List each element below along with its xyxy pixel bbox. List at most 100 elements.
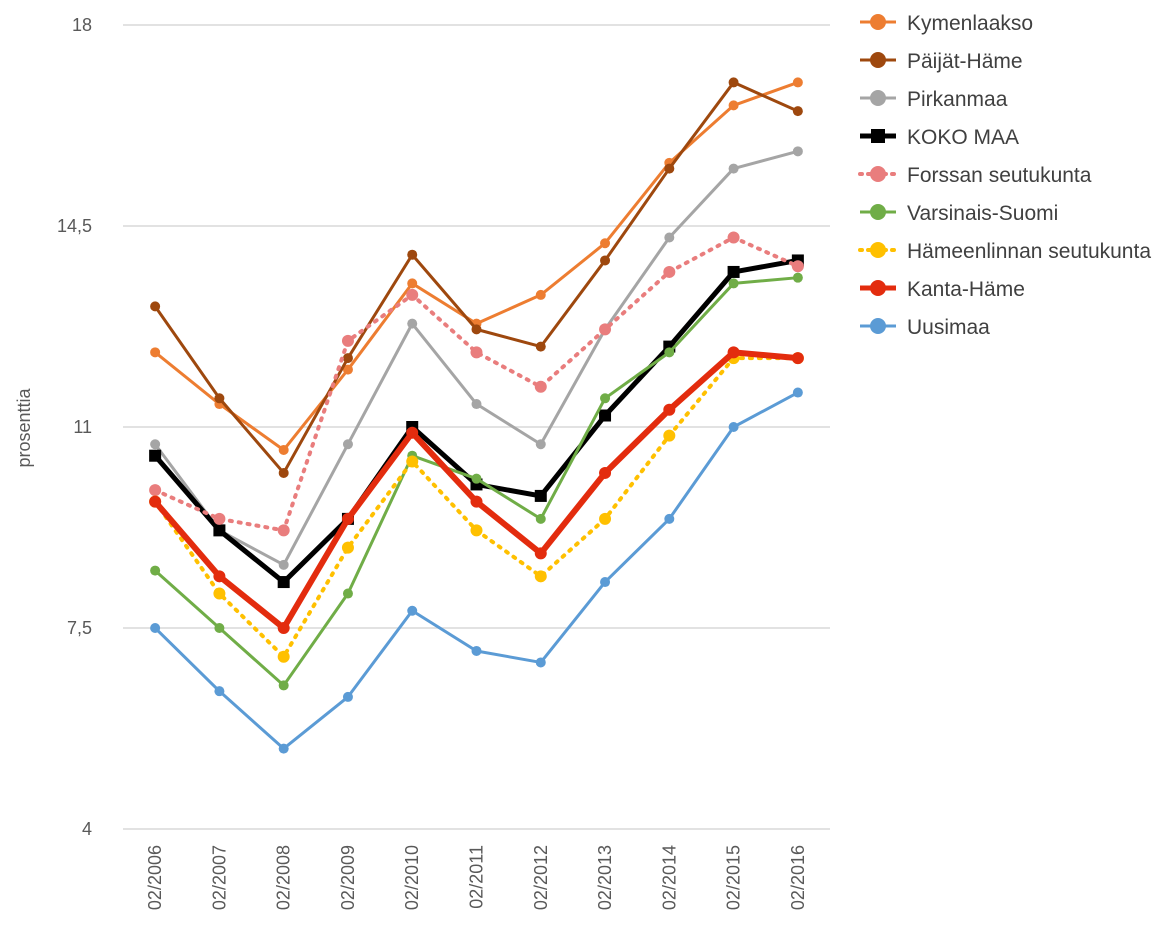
data-point bbox=[150, 623, 160, 633]
data-point bbox=[600, 238, 610, 248]
legend-entry: Kymenlaakso bbox=[860, 12, 1033, 35]
data-point bbox=[343, 692, 353, 702]
x-tick-label: 02/2011 bbox=[467, 845, 487, 909]
x-tick-label: 02/2010 bbox=[402, 845, 422, 910]
legend-label: KOKO MAA bbox=[907, 126, 1019, 149]
data-point bbox=[471, 524, 483, 536]
data-point bbox=[536, 439, 546, 449]
legend-label: Päijät-Häme bbox=[907, 50, 1023, 73]
x-tick-label: 02/2016 bbox=[788, 845, 808, 910]
data-point bbox=[599, 467, 611, 479]
legend-marker bbox=[870, 90, 886, 106]
x-tick-label: 02/2013 bbox=[595, 845, 615, 910]
data-point bbox=[343, 353, 353, 363]
x-tick-label: 02/2007 bbox=[209, 845, 229, 910]
y-tick-label: 18 bbox=[72, 15, 92, 35]
data-point bbox=[342, 335, 354, 347]
data-point bbox=[729, 422, 739, 432]
x-tick-label: 02/2014 bbox=[659, 845, 679, 910]
data-point bbox=[664, 164, 674, 174]
legend-entry: Varsinais-Suomi bbox=[860, 202, 1058, 225]
legend-label: Hämeenlinnan seutukunta bbox=[907, 240, 1151, 263]
data-point bbox=[663, 404, 675, 416]
data-point bbox=[793, 77, 803, 87]
data-point bbox=[278, 622, 290, 634]
legend-label: Forssan seutukunta bbox=[907, 164, 1092, 187]
data-point bbox=[536, 514, 546, 524]
data-point bbox=[213, 570, 225, 582]
data-point bbox=[729, 100, 739, 110]
data-point bbox=[664, 347, 674, 357]
data-point bbox=[792, 260, 804, 272]
legend: Kymenlaakso Päijät-Häme Pirkanmaa KOKO MAA F… bbox=[860, 12, 1151, 339]
data-point bbox=[279, 680, 289, 690]
x-tick-label: 02/2006 bbox=[145, 845, 165, 910]
data-point bbox=[343, 589, 353, 599]
data-point bbox=[535, 381, 547, 393]
data-point bbox=[728, 266, 740, 278]
series-forssan-seutukunta bbox=[149, 231, 804, 536]
data-point bbox=[600, 393, 610, 403]
data-point bbox=[599, 323, 611, 335]
data-point bbox=[342, 542, 354, 554]
data-point bbox=[535, 570, 547, 582]
data-point bbox=[664, 514, 674, 524]
data-point bbox=[599, 410, 611, 422]
legend-marker bbox=[870, 242, 886, 258]
data-point bbox=[472, 646, 482, 656]
data-point bbox=[729, 278, 739, 288]
data-point bbox=[536, 342, 546, 352]
data-point bbox=[213, 513, 225, 525]
series-uusimaa bbox=[150, 388, 803, 754]
x-tick-label: 02/2008 bbox=[274, 845, 294, 910]
x-axis-ticks: 02/2006 02/2007 02/2008 02/2009 02/2010 02/20… bbox=[145, 845, 808, 910]
gridlines bbox=[123, 25, 830, 829]
legend-marker bbox=[870, 318, 886, 334]
data-point bbox=[342, 513, 354, 525]
data-point bbox=[729, 77, 739, 87]
x-tick-label: 02/2015 bbox=[724, 845, 744, 910]
data-point bbox=[406, 427, 418, 439]
data-point bbox=[279, 560, 289, 570]
data-point bbox=[599, 513, 611, 525]
series-line bbox=[155, 82, 798, 450]
legend-label: Uusimaa bbox=[907, 316, 990, 339]
y-axis-ticks: 4 7,5 11 14,5 18 bbox=[57, 15, 92, 839]
series-line bbox=[155, 82, 798, 473]
legend-entry: Pirkanmaa bbox=[860, 88, 1008, 111]
data-point bbox=[729, 164, 739, 174]
data-point bbox=[664, 232, 674, 242]
data-point bbox=[728, 231, 740, 243]
legend-label: Kanta-Häme bbox=[907, 278, 1025, 301]
data-point bbox=[213, 588, 225, 600]
data-point bbox=[472, 399, 482, 409]
data-point bbox=[279, 468, 289, 478]
x-tick-label: 02/2012 bbox=[531, 845, 551, 910]
y-tick-label: 7,5 bbox=[67, 618, 92, 638]
legend-marker bbox=[870, 204, 886, 220]
data-point bbox=[278, 576, 290, 588]
data-point bbox=[214, 623, 224, 633]
legend-marker bbox=[870, 52, 886, 68]
legend-marker bbox=[870, 280, 886, 296]
legend-entry: Päijät-Häme bbox=[860, 50, 1023, 73]
data-point bbox=[406, 455, 418, 467]
data-point bbox=[213, 524, 225, 536]
series-kymenlaakso bbox=[150, 77, 803, 455]
legend-entry: Kanta-Häme bbox=[860, 278, 1025, 301]
data-point bbox=[279, 744, 289, 754]
y-tick-label: 14,5 bbox=[57, 216, 92, 236]
data-point bbox=[536, 290, 546, 300]
legend-marker bbox=[870, 166, 886, 182]
data-point bbox=[535, 547, 547, 559]
data-point bbox=[535, 490, 547, 502]
data-point bbox=[536, 657, 546, 667]
data-point bbox=[728, 346, 740, 358]
y-axis-label: prosenttia bbox=[14, 387, 34, 467]
series-lines bbox=[149, 77, 804, 753]
legend-entry: KOKO MAA bbox=[860, 126, 1019, 149]
data-point bbox=[792, 352, 804, 364]
data-point bbox=[278, 524, 290, 536]
data-point bbox=[472, 324, 482, 334]
